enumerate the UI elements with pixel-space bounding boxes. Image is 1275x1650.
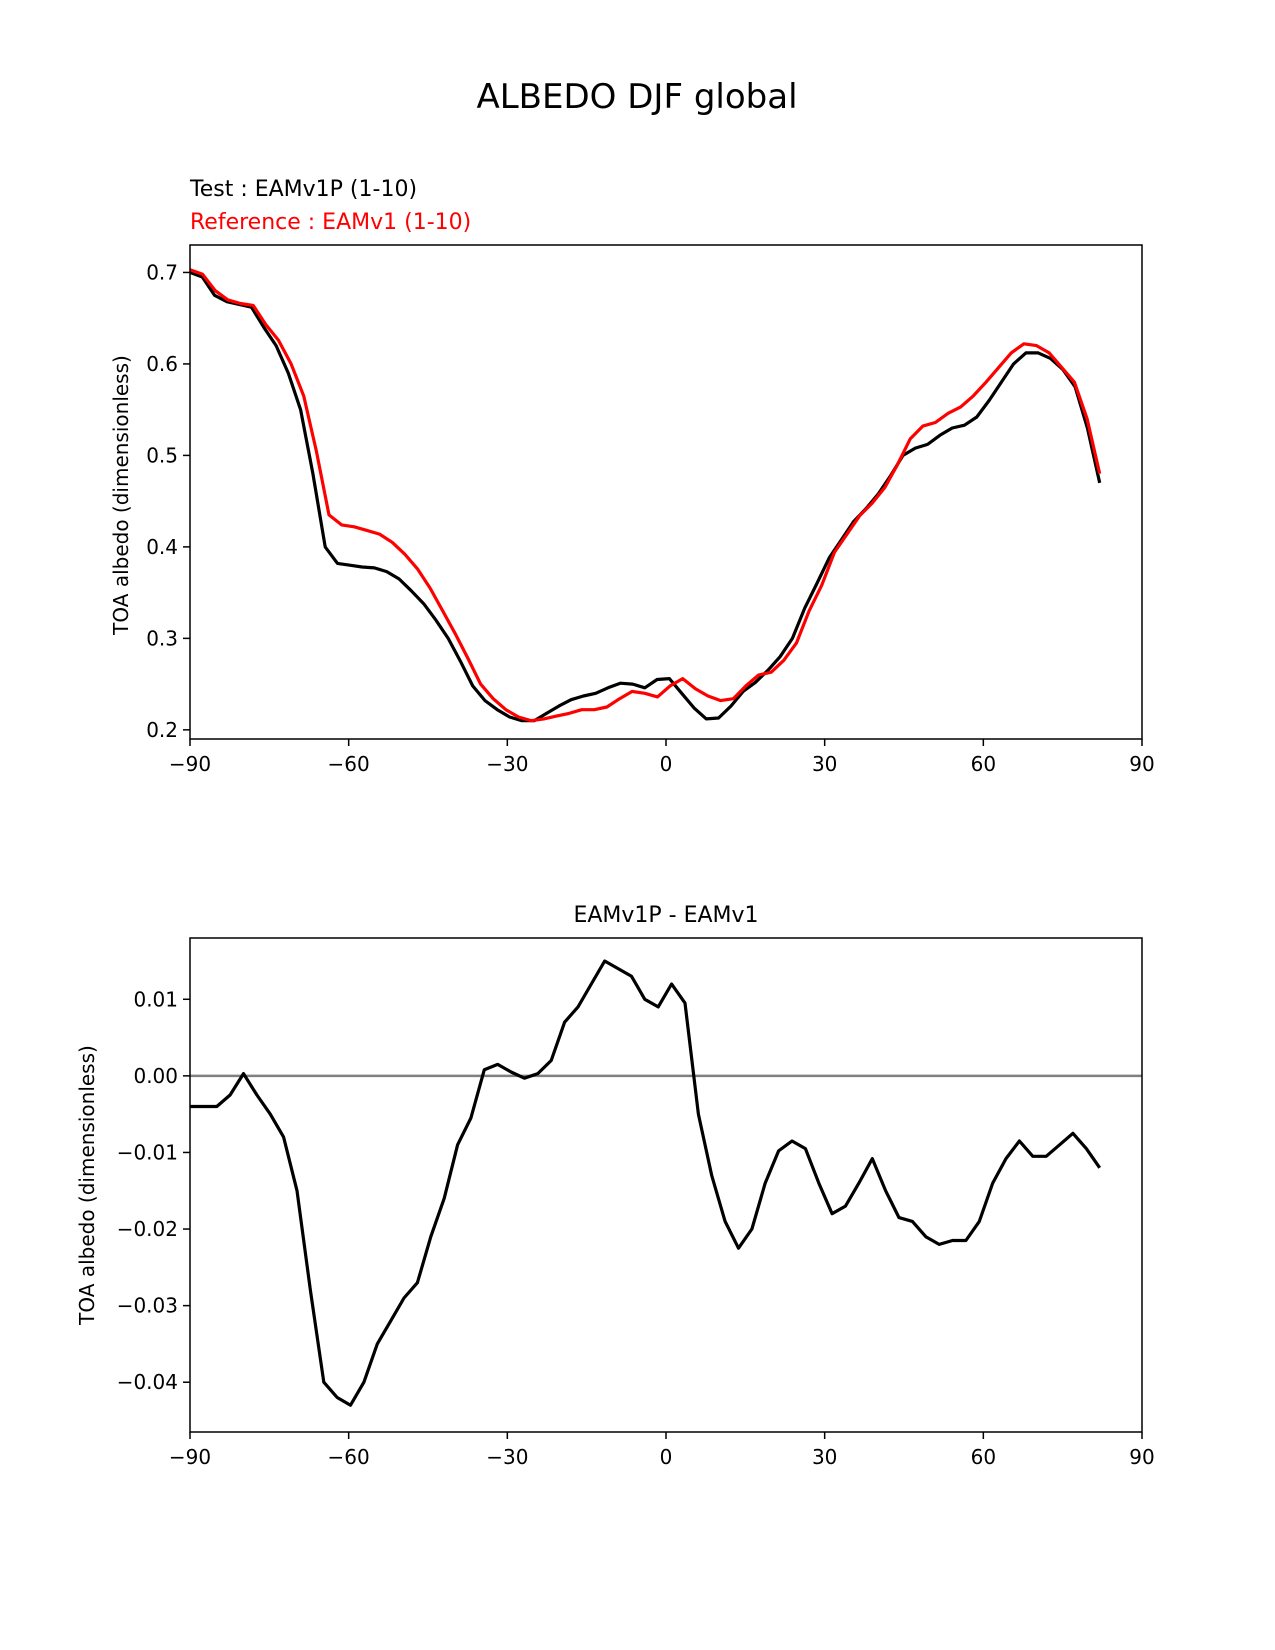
- bottom-x-tick-label: 30: [812, 1445, 837, 1469]
- bottom-y-axis-label: TOA albedo (dimensionless): [75, 1045, 99, 1326]
- bottom-x-tick-label: −60: [328, 1445, 370, 1469]
- bottom-y-tick-label: 0.00: [133, 1064, 178, 1088]
- top-y-tick-label: 0.4: [146, 535, 178, 559]
- bottom-y-tick-label: −0.04: [117, 1370, 178, 1394]
- bottom-x-tick-label: −90: [169, 1445, 211, 1469]
- top-x-axis: −90 −60 −30 0 30 60 90: [169, 739, 1155, 776]
- top-x-tick-label: −30: [486, 752, 528, 776]
- difference-title: EAMv1P - EAMv1: [573, 903, 758, 928]
- top-panel: Test : EAMv1P (1-10) Reference : EAMv1 (…: [109, 177, 1155, 776]
- top-series-line-eamv1p: [189, 270, 1102, 723]
- top-x-tick-label: −60: [328, 752, 370, 776]
- bottom-x-tick-label: 90: [1129, 1445, 1154, 1469]
- top-y-tick-label: 0.5: [146, 443, 178, 467]
- top-x-tick-label: 0: [660, 752, 673, 776]
- bottom-panel: EAMv1P - EAMv1 −90 −60 −30 0 30 60 90 −0.04−0.…: [75, 903, 1155, 1469]
- bottom-x-axis: −90 −60 −30 0 30 60 90: [169, 1432, 1155, 1469]
- top-y-axis-label: TOA albedo (dimensionless): [109, 355, 133, 636]
- bottom-series-line-difference: [190, 959, 1102, 1407]
- bottom-plot-lines: [190, 959, 1102, 1407]
- top-y-tick-label: 0.3: [146, 626, 178, 650]
- bottom-x-tick-label: 60: [971, 1445, 996, 1469]
- top-y-tick-label: 0.2: [146, 718, 178, 742]
- top-x-tick-label: 60: [971, 752, 996, 776]
- bottom-x-tick-label: −30: [486, 1445, 528, 1469]
- top-y-tick-label: 0.7: [146, 260, 178, 284]
- figure-title: ALBEDO DJF global: [476, 77, 797, 117]
- top-series-line-eamv1: [189, 268, 1102, 723]
- bottom-x-tick-label: 0: [660, 1445, 673, 1469]
- top-x-tick-label: 30: [812, 752, 837, 776]
- legend-reference-label: Reference : EAMv1 (1-10): [190, 210, 471, 235]
- bottom-y-tick-label: −0.01: [117, 1140, 178, 1164]
- top-y-tick-label: 0.6: [146, 352, 178, 376]
- bottom-y-tick-label: 0.01: [133, 987, 178, 1011]
- bottom-y-tick-label: −0.02: [117, 1217, 178, 1241]
- top-y-axis: 0.2 0.3 0.4 0.5 0.6 0.7: [146, 260, 190, 742]
- legend-test-label: Test : EAMv1P (1-10): [189, 177, 417, 202]
- top-x-tick-label: −90: [169, 752, 211, 776]
- bottom-y-axis: −0.04 −0.03 −0.02 −0.01 0.00 0.01: [117, 987, 190, 1394]
- bottom-plot-frame: [189, 937, 1143, 1433]
- bottom-y-tick-label: −0.03: [117, 1294, 178, 1318]
- top-x-tick-label: 90: [1129, 752, 1154, 776]
- top-plot-frame: [189, 244, 1143, 740]
- top-plot-lines: [189, 268, 1102, 723]
